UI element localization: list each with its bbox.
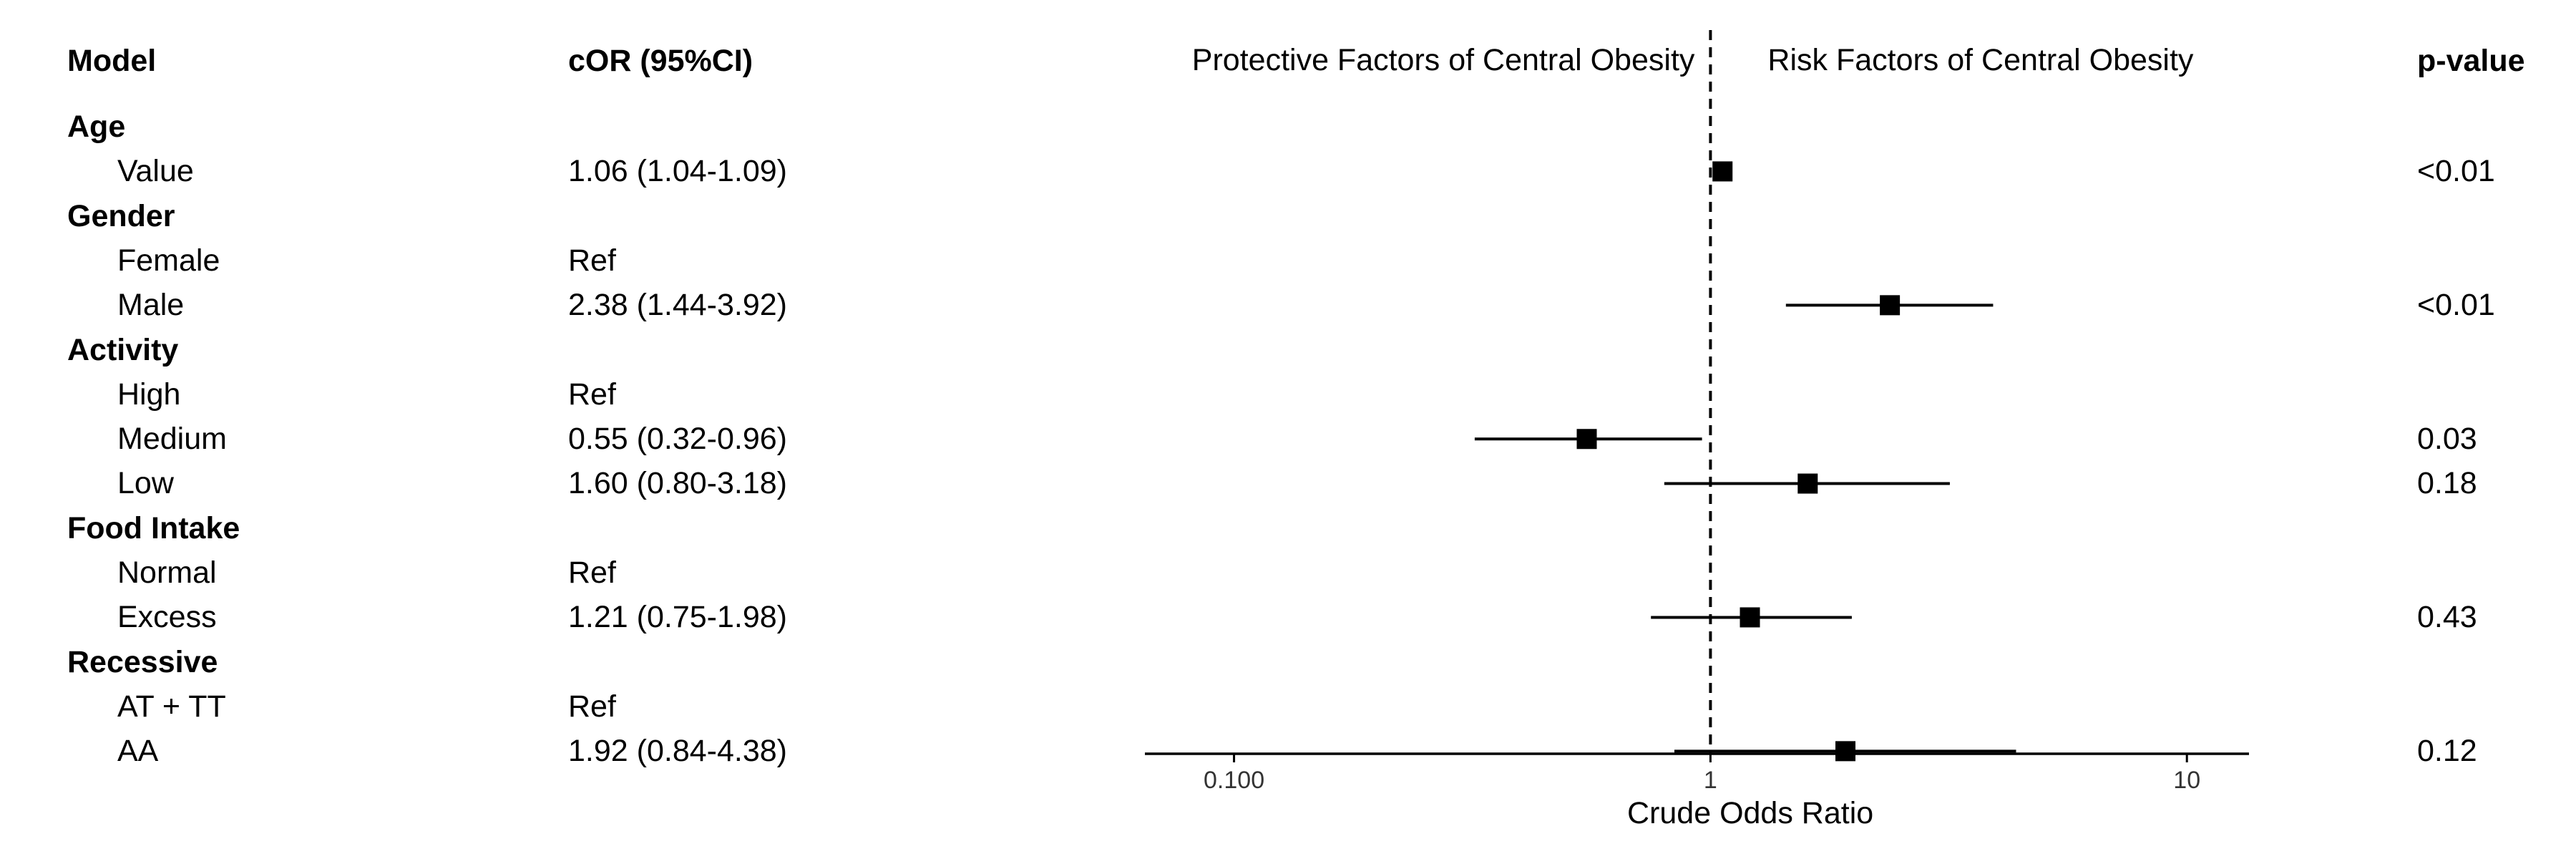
estimate-text: 1.06 (1.04-1.09) [568, 154, 787, 189]
x-axis-ticks: 0.100 1 10 [1204, 754, 2200, 794]
row-label: High [117, 377, 181, 412]
row-label: Value [117, 154, 194, 189]
x-tick-label: 10 [2173, 767, 2200, 794]
estimate-text: 1.21 (0.75-1.98) [568, 600, 787, 635]
row-label: Low [117, 466, 174, 501]
group-label: Age [67, 110, 126, 144]
row-label: Female [117, 243, 220, 278]
estimate-text: 1.60 (0.80-3.18) [568, 466, 787, 501]
group-label: Activity [67, 332, 179, 367]
group-label: Recessive [67, 644, 218, 679]
point-estimate [1712, 161, 1733, 182]
estimate-text: Ref [568, 555, 616, 590]
row-label: Normal [117, 555, 217, 590]
row-label: Excess [117, 600, 217, 635]
protective-region-label: Protective Factors of Central Obesity [1192, 43, 1695, 77]
pvalue-text: <0.01 [2417, 154, 2495, 189]
risk-region-label: Risk Factors of Central Obesity [1767, 43, 2194, 77]
header-model: Model [67, 44, 157, 78]
estimate-marks [1474, 161, 2016, 762]
x-tick-label: 0.100 [1204, 767, 1264, 794]
estimate-text: Ref [568, 243, 616, 278]
group-label: Food Intake [67, 510, 240, 545]
point-estimate [1797, 473, 1818, 494]
estimate-text: Ref [568, 377, 616, 412]
estimate-text: 1.92 (0.84-4.38) [568, 734, 787, 769]
header-estimate: cOR (95%CI) [568, 44, 753, 78]
row-label: AT + TT [117, 689, 226, 724]
row-label: Male [117, 288, 185, 323]
x-tick-label: 1 [1704, 767, 1717, 794]
row-label: AA [117, 734, 159, 769]
point-estimate [1740, 607, 1760, 628]
group-label: Gender [67, 198, 175, 233]
pvalue-text: 0.12 [2417, 734, 2477, 769]
estimate-text: Ref [568, 689, 616, 724]
point-estimate [1880, 295, 1901, 316]
pvalue-text: 0.18 [2417, 466, 2477, 501]
header-pvalue: p-value [2417, 44, 2525, 78]
estimate-text: 2.38 (1.44-3.92) [568, 288, 787, 323]
row-label: Medium [117, 422, 227, 457]
pvalue-text: <0.01 [2417, 288, 2495, 323]
estimate-text: 0.55 (0.32-0.96) [568, 422, 787, 457]
x-axis-title: Crude Odds Ratio [1627, 796, 1873, 830]
point-estimate [1835, 741, 1856, 762]
pvalue-text: 0.03 [2417, 422, 2477, 457]
point-estimate [1576, 429, 1597, 450]
pvalue-text: 0.43 [2417, 600, 2477, 635]
